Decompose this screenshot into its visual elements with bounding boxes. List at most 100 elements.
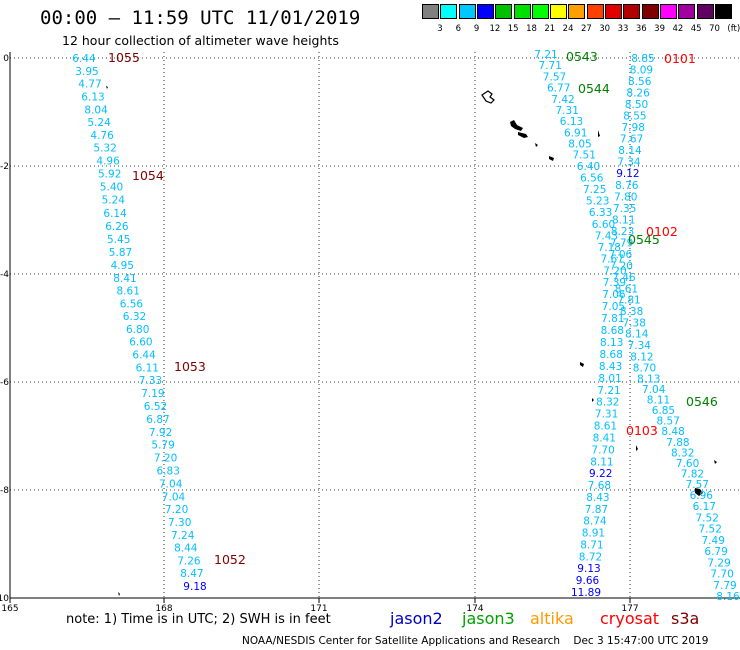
island-shape xyxy=(580,362,584,367)
wave-height-value: 8.47 xyxy=(180,568,203,580)
wave-height-value: 7.79 xyxy=(713,580,736,592)
wave-height-value: 8.04 xyxy=(84,104,108,116)
island-shape xyxy=(481,90,495,104)
longitude-tick-label: 174 xyxy=(466,604,483,614)
wave-height-value: 7.34 xyxy=(617,157,641,169)
wave-height-value: 8.57 xyxy=(657,416,680,428)
wave-height-value: 8.41 xyxy=(113,273,136,285)
legend-label: 45 xyxy=(690,24,702,34)
units-note: note: 1) Time is in UTC; 2) SWH is in fe… xyxy=(66,612,331,627)
wave-height-value: 8.76 xyxy=(615,180,639,192)
wave-height-value: 7.06 xyxy=(609,249,633,261)
wave-height-value: 9.22 xyxy=(589,468,612,480)
wave-height-value: 7.31 xyxy=(556,105,579,117)
wave-height-value: 7.26 xyxy=(177,555,201,567)
wave-height-value: 5.40 xyxy=(100,182,123,194)
legend-label: 30 xyxy=(599,24,611,34)
wave-height-value: 4.96 xyxy=(96,156,120,168)
island-shape xyxy=(636,445,638,451)
legend-label: 18 xyxy=(526,24,537,34)
wave-height-value: 7.31 xyxy=(595,409,618,421)
wave-height-value: 6.13 xyxy=(81,92,104,104)
legend-label: 3 xyxy=(437,24,443,34)
wave-height-value: 6.44 xyxy=(132,350,156,362)
wave-height-value: 7.92 xyxy=(149,427,172,439)
orbit-number-label: 1054 xyxy=(132,168,164,183)
wave-height-value: 5.87 xyxy=(109,247,132,259)
wave-height-value: 6.85 xyxy=(652,405,675,417)
wave-height-value: 8.11 xyxy=(647,395,670,407)
wave-height-value: 7.57 xyxy=(543,71,566,83)
latitude-tick-label: -10 xyxy=(0,594,9,604)
wave-height-value: 7.04 xyxy=(162,491,186,503)
wave-height-value: 8.43 xyxy=(599,361,622,373)
island-shape xyxy=(106,86,108,89)
wave-height-value: 7.33 xyxy=(139,375,162,387)
wave-height-value: 7.82 xyxy=(681,469,704,481)
wave-height-value: 7.67 xyxy=(601,254,624,266)
island-shape xyxy=(118,592,120,596)
wave-height-value: 7.21 xyxy=(597,385,620,397)
legend-label: 24 xyxy=(562,24,574,34)
wave-height-value: 8.16 xyxy=(716,591,740,603)
wave-height-value: 7.20 xyxy=(610,261,633,273)
legend-swatch xyxy=(678,4,696,19)
legend-swatch xyxy=(641,4,659,19)
wave-height-value: 8.41 xyxy=(593,433,616,445)
map-title: 00:00 – 11:59 UTC 11/01/2019 xyxy=(40,7,361,29)
wave-height-value: 8.68 xyxy=(600,349,623,361)
wave-height-value: 7.25 xyxy=(583,184,606,196)
credit-line: NOAA/NESDIS Center for Satellite Applica… xyxy=(242,635,708,647)
wave-height-value: 8.44 xyxy=(174,543,198,555)
legend-swatch xyxy=(476,4,494,19)
wave-height-value: 6.52 xyxy=(144,401,167,413)
wave-height-value: 7.88 xyxy=(666,437,689,449)
wave-height-value: 8.32 xyxy=(671,447,694,459)
wave-height-value: 7.35 xyxy=(613,203,636,215)
wave-height-value: 8.26 xyxy=(626,88,650,100)
wave-height-value: 7.71 xyxy=(539,60,562,72)
wave-height-value: 8.13 xyxy=(600,337,623,349)
island-shape xyxy=(598,130,600,137)
wave-height-value: 7.80 xyxy=(614,191,637,203)
wave-height-value: 7.51 xyxy=(573,150,596,162)
legend-label: 9 xyxy=(473,24,480,34)
wave-height-value: 8.71 xyxy=(580,540,603,552)
wave-height-value: 7.49 xyxy=(702,535,725,547)
wave-height-value: 8.91 xyxy=(582,528,605,540)
latitude-tick-label: -6 xyxy=(0,378,9,388)
wave-height-value: 6.87 xyxy=(146,414,169,426)
wave-height-value: 6.79 xyxy=(704,546,727,558)
satellite-label-cryosat: cryosat xyxy=(600,609,660,628)
generation-timestamp: Dec 3 15:47:00 UTC 2019 xyxy=(573,635,709,647)
wave-height-value: 8.11 xyxy=(612,215,635,227)
wave-height-value: 7.39 xyxy=(603,277,626,289)
wave-height-value: 7.05 xyxy=(602,301,625,313)
wave-height-value: 7.19 xyxy=(141,388,164,400)
wave-height-value: 8.43 xyxy=(586,492,609,504)
orbit-number-label: 1053 xyxy=(174,359,206,374)
wave-height-value: 8.61 xyxy=(594,421,617,433)
wave-height-value: 7.87 xyxy=(585,504,608,516)
wave-height-value: 6.60 xyxy=(129,337,152,349)
wave-height-value: 7.98 xyxy=(622,122,645,134)
wave-height-value: 7.79 xyxy=(610,238,633,250)
wave-height-value: 7.20 xyxy=(603,265,626,277)
wave-height-value: 5.45 xyxy=(107,234,130,246)
wave-height-value: 7.46 xyxy=(612,272,636,284)
legend-label: 42 xyxy=(672,24,684,34)
legend-swatch xyxy=(605,4,622,19)
wave-height-value: 6.77 xyxy=(547,83,570,95)
wave-height-value: 7.29 xyxy=(707,557,730,569)
wave-height-value: 6.80 xyxy=(126,324,149,336)
orbit-number-label: 0102 xyxy=(646,224,678,239)
orbit-number-label: 0103 xyxy=(626,423,658,438)
wave-height-value: 8.68 xyxy=(601,325,624,337)
map-grid: 165 168 171 174 177 0 -2 -4 -6 -8 -10 xyxy=(0,52,740,614)
wave-height-value: 5.24 xyxy=(87,117,111,129)
legend-swatch xyxy=(531,4,549,19)
wave-height-value: 6.40 xyxy=(577,161,600,173)
wave-height-value: 8.14 xyxy=(618,145,642,157)
wave-height-value: 4.95 xyxy=(111,260,134,272)
wave-height-value: 7.24 xyxy=(171,530,195,542)
